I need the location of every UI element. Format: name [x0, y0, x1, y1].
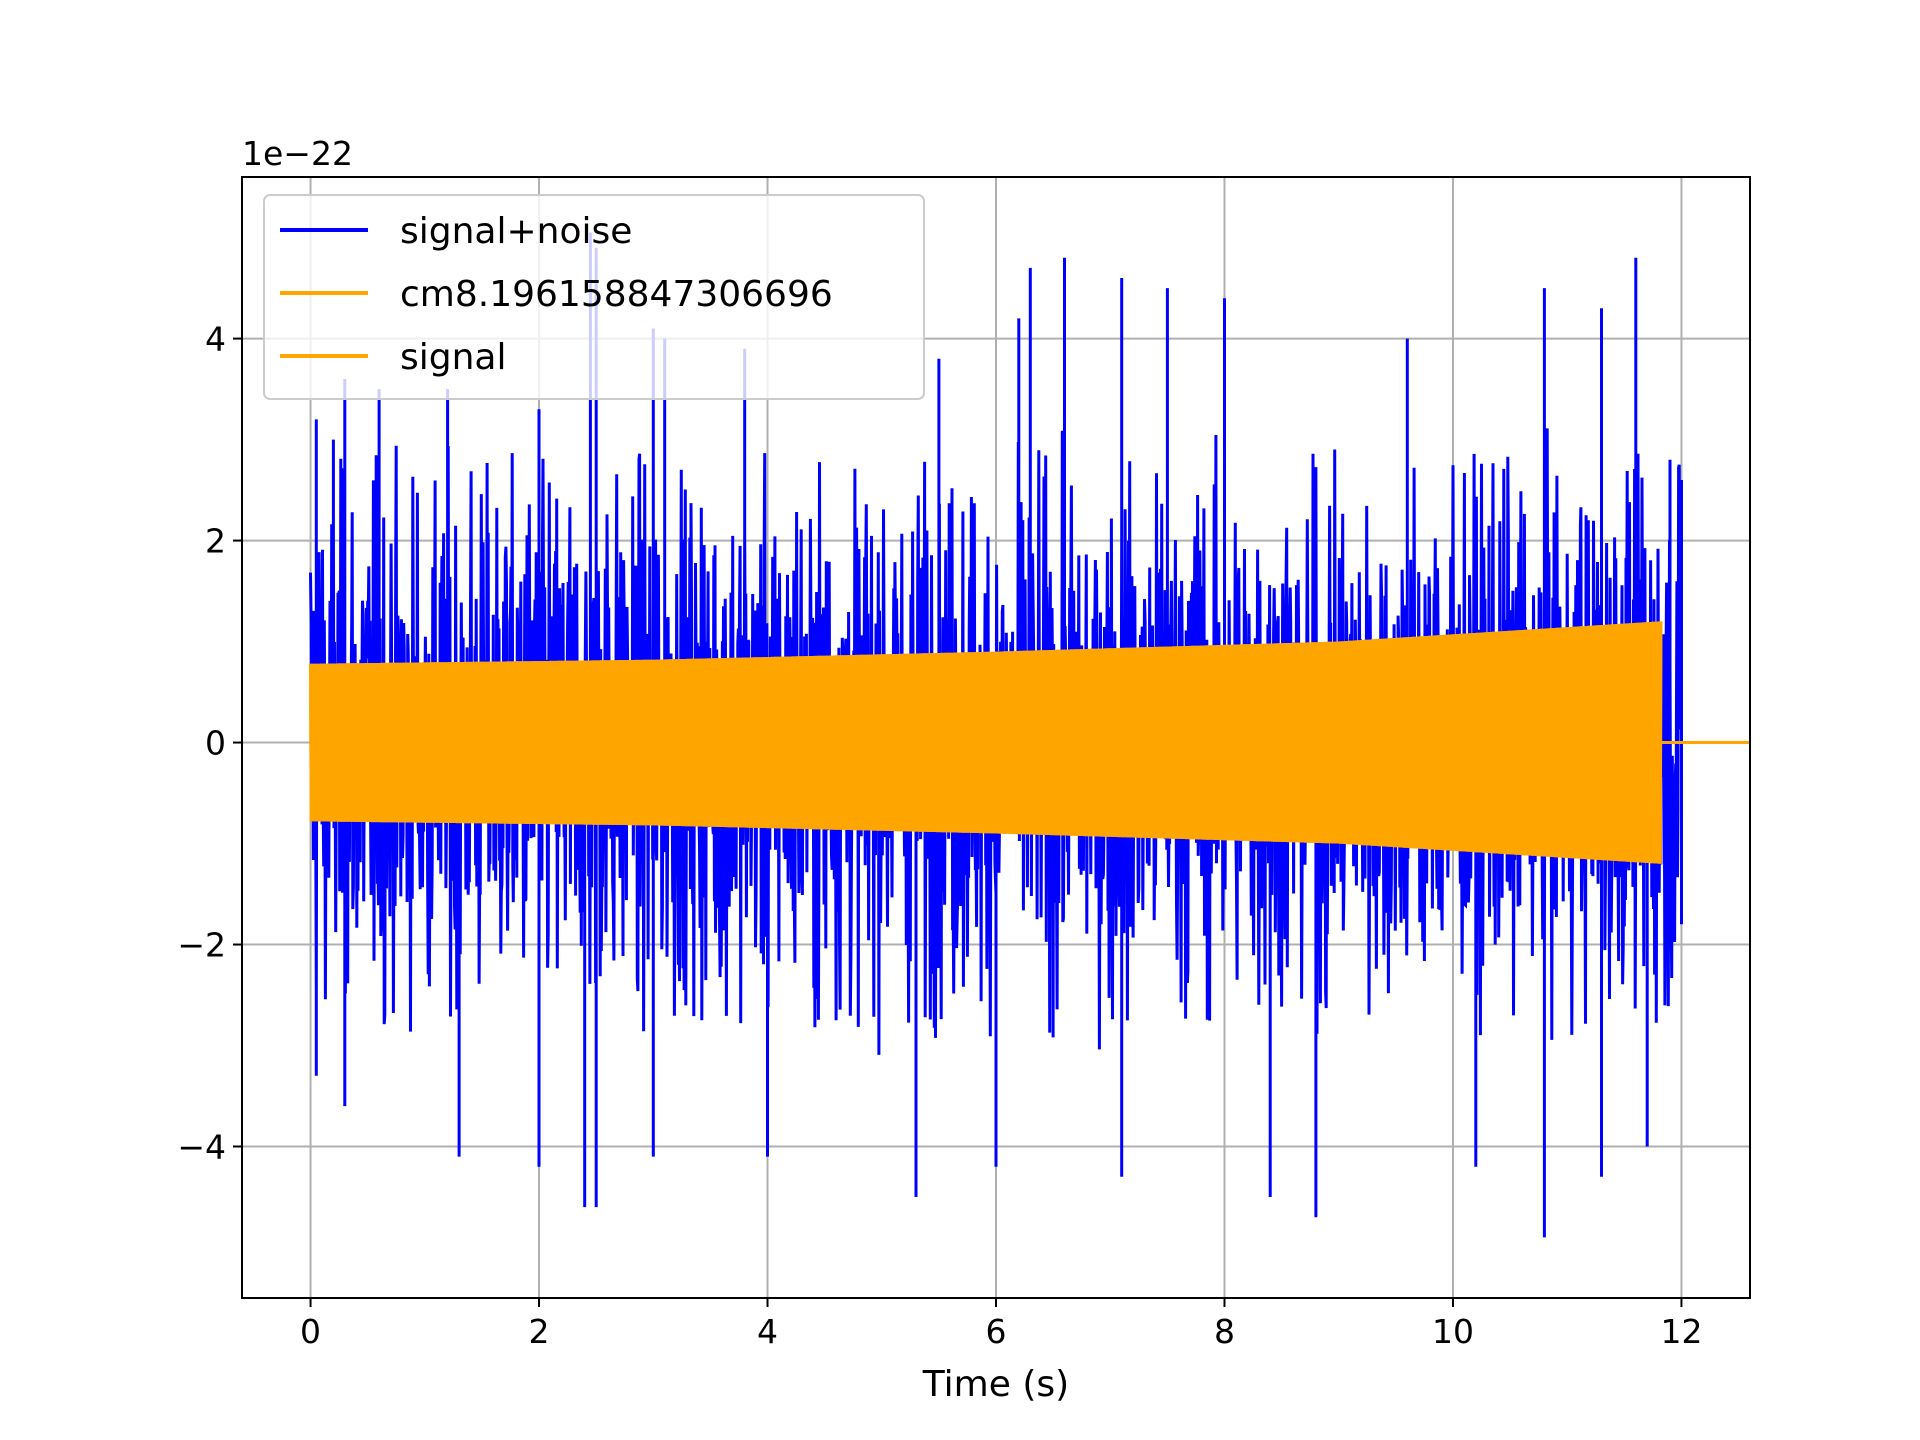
x-tick-label: 10 — [1432, 1312, 1474, 1351]
y-tick-label: 2 — [205, 522, 226, 561]
legend-box — [263, 194, 925, 400]
y-offset-text: 1e−22 — [242, 134, 353, 173]
x-axis-label: Time (s) — [922, 1364, 1069, 1405]
y-tick-label: −2 — [177, 926, 226, 965]
x-tick-label: 2 — [529, 1312, 550, 1351]
series-signal-noise-line — [309, 232, 1683, 1238]
x-tick-label: 8 — [1214, 1312, 1235, 1351]
x-tick-label: 0 — [300, 1312, 321, 1351]
series-signal-line — [309, 621, 1750, 864]
legend-label: cm8.196158847306696 — [400, 274, 833, 315]
legend-label: signal+noise — [400, 211, 632, 252]
y-tick-label: −4 — [177, 1128, 226, 1167]
plot-data-area — [309, 232, 1750, 1238]
y-tick-label: 4 — [205, 320, 226, 359]
x-tick-label: 12 — [1660, 1312, 1702, 1351]
x-tick-label: 6 — [986, 1312, 1007, 1351]
legend: signal+noise cm8.196158847306696 signal — [263, 194, 925, 400]
axis-ticks: 0 2 4 6 8 10 12 −4 −2 0 2 4 — [177, 320, 1702, 1351]
y-tick-label: 0 — [205, 724, 226, 763]
x-tick-label: 4 — [757, 1312, 778, 1351]
legend-label: signal — [400, 337, 507, 378]
